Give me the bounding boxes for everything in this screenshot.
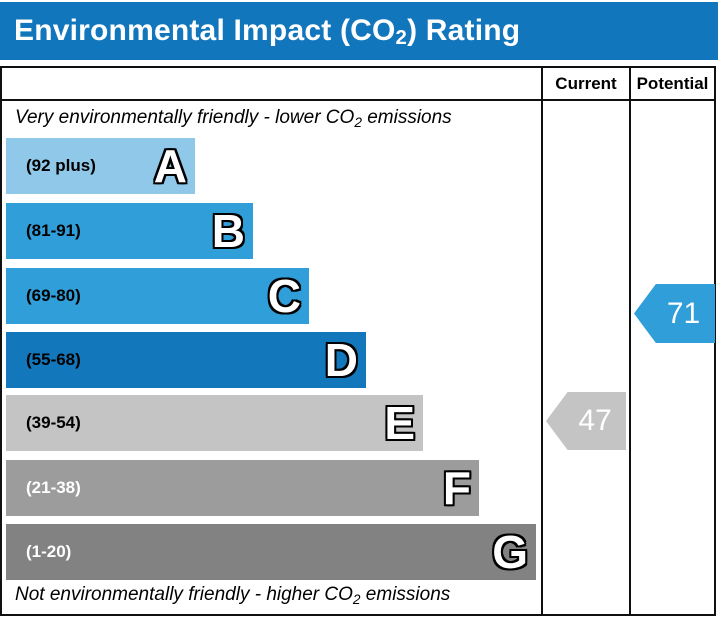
title-bar: Environmental Impact (CO2) Rating [0, 2, 718, 60]
band-b: (81-91) B [6, 203, 253, 259]
potential-rating-arrow: 71 [634, 284, 715, 343]
band-letter: C [267, 270, 301, 322]
rating-table: Current Potential Very environmentally f… [0, 66, 716, 616]
band-range-label: (21-38) [26, 478, 81, 497]
band-e: (39-54) E [6, 395, 423, 451]
potential-rating-value: 71 [666, 296, 701, 330]
band-letter: D [324, 334, 358, 386]
band-letter: G [492, 526, 528, 578]
band-c: (69-80) C [6, 268, 309, 324]
current-column-header: Current [555, 73, 617, 93]
page-title-text-end: ) Rating [407, 14, 521, 47]
bottom-annotation-text: Not environmentally friendly - higher CO [15, 584, 353, 605]
current-rating-value: 47 [578, 404, 612, 437]
band-range-label: (92 plus) [26, 156, 96, 175]
column-divider-potential [629, 68, 631, 614]
top-annotation: Very environmentally friendly - lower CO… [15, 107, 452, 129]
band-a: (92 plus) A [6, 138, 195, 194]
band-range-label: (1-20) [26, 542, 72, 561]
page-title: Environmental Impact (CO2) Rating [14, 14, 521, 50]
potential-column-header: Potential [636, 73, 709, 93]
band-range-label: (39-54) [26, 413, 81, 432]
bottom-annotation-subscript: 2 [352, 591, 361, 607]
column-divider-current [541, 68, 543, 614]
band-g: (1-20) G [6, 524, 536, 580]
top-annotation-text-end: emissions [361, 107, 452, 128]
band-range-label: (55-68) [26, 350, 81, 369]
band-d: (55-68) D [6, 332, 366, 388]
band-letter: A [153, 140, 187, 192]
band-range-label: (69-80) [26, 286, 81, 305]
top-annotation-text: Very environmentally friendly - lower CO [15, 107, 355, 128]
current-rating-arrow: 47 [546, 392, 626, 450]
bottom-annotation-text-end: emissions [360, 584, 451, 605]
band-letter: F [442, 462, 471, 514]
top-annotation-subscript: 2 [354, 114, 362, 130]
table-header-row: Current Potential [2, 68, 714, 101]
band-letter: E [384, 397, 415, 449]
band-letter: B [211, 205, 245, 257]
page-title-text: Environmental Impact (CO [14, 14, 396, 47]
band-range-label: (81-91) [26, 221, 81, 240]
band-f: (21-38) F [6, 460, 479, 516]
bottom-annotation: Not environmentally friendly - higher CO… [15, 584, 450, 606]
page-title-subscript: 2 [395, 27, 408, 50]
